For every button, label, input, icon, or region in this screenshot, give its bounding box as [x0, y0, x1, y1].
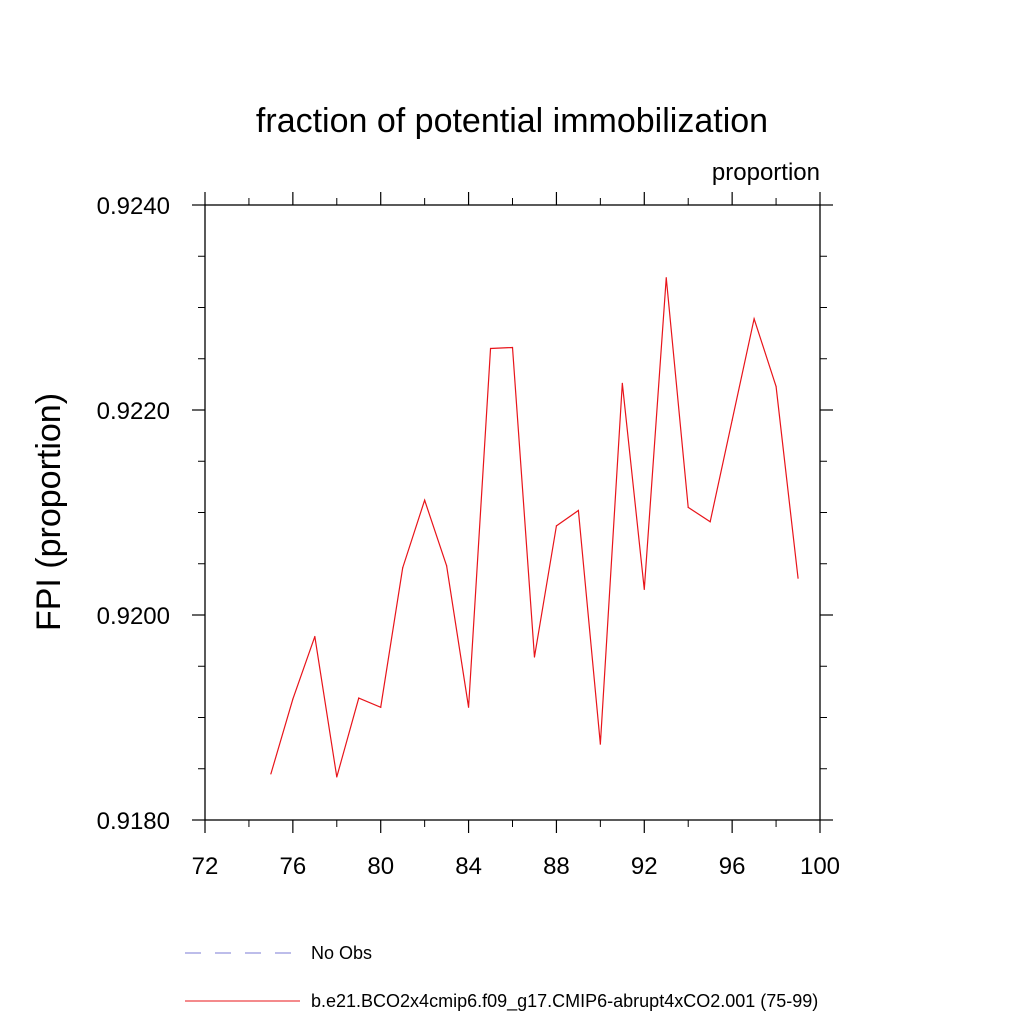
- data-point: [292, 698, 294, 700]
- units-label: proportion: [712, 159, 820, 186]
- data-point: [797, 577, 799, 579]
- data-point: [336, 776, 338, 778]
- data-point: [467, 706, 470, 708]
- data-point: [489, 347, 492, 350]
- y-tick-label: 0.9240: [97, 193, 170, 220]
- x-tick-label: 80: [367, 853, 394, 880]
- x-tick-label: 88: [543, 853, 570, 880]
- series-layer: [270, 277, 799, 778]
- data-point: [533, 656, 536, 658]
- data-point: [555, 525, 558, 527]
- data-point: [511, 346, 514, 349]
- y-axis-label: FPI (proportion): [30, 393, 68, 631]
- data-point: [314, 635, 316, 638]
- data-point: [358, 697, 360, 699]
- legend-label-no-obs: No Obs: [311, 943, 372, 963]
- data-point: [577, 509, 579, 512]
- data-point: [753, 318, 755, 320]
- data-point: [709, 521, 711, 523]
- legend-label-model-run: b.e21.BCO2x4cmip6.f09_g17.CMIP6-abrupt4x…: [311, 991, 818, 1012]
- data-point: [621, 382, 623, 384]
- data-point: [687, 506, 689, 508]
- data-point: [270, 773, 272, 775]
- legend: No Obs b.e21.BCO2x4cmip6.f09_g17.CMIP6-a…: [185, 943, 818, 1012]
- data-point: [643, 588, 645, 590]
- y-tick-label: 0.9180: [97, 808, 170, 835]
- data-point: [731, 419, 733, 421]
- data-point: [665, 277, 667, 279]
- y-tick-label: 0.9200: [97, 603, 170, 630]
- data-point: [775, 385, 777, 388]
- data-point: [424, 499, 426, 501]
- x-tick-label: 96: [719, 853, 746, 880]
- x-tick-label: 72: [192, 853, 219, 880]
- series-line-0: [270, 277, 799, 778]
- chart-title: fraction of potential immobilization: [256, 102, 768, 140]
- axis-ticks: 72 76 80 84 88 92 96 100 0.9180 0.9200 0.9220 0.924…: [97, 192, 840, 880]
- plot-frame: [204, 204, 821, 821]
- data-point: [446, 565, 448, 567]
- x-tick-label: 92: [631, 853, 658, 880]
- y-tick-label: 0.9220: [97, 398, 170, 425]
- x-tick-label: 84: [455, 853, 482, 880]
- data-point: [599, 743, 601, 745]
- x-tick-label: 76: [280, 853, 307, 880]
- x-tick-label: 100: [800, 853, 840, 880]
- data-point: [402, 567, 404, 569]
- data-point: [380, 706, 382, 708]
